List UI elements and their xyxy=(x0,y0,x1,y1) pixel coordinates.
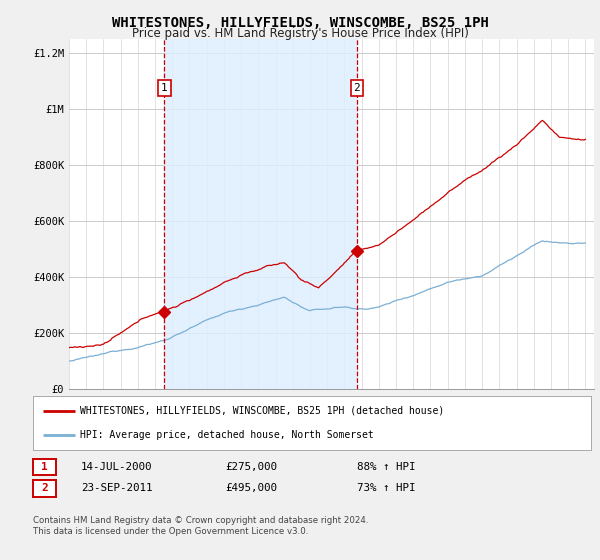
Text: 14-JUL-2000: 14-JUL-2000 xyxy=(81,462,152,472)
Text: HPI: Average price, detached house, North Somerset: HPI: Average price, detached house, Nort… xyxy=(80,430,374,440)
Text: Price paid vs. HM Land Registry's House Price Index (HPI): Price paid vs. HM Land Registry's House … xyxy=(131,27,469,40)
Text: Contains HM Land Registry data © Crown copyright and database right 2024.
This d: Contains HM Land Registry data © Crown c… xyxy=(33,516,368,536)
Text: WHITESTONES, HILLYFIELDS, WINSCOMBE, BS25 1PH (detached house): WHITESTONES, HILLYFIELDS, WINSCOMBE, BS2… xyxy=(80,406,445,416)
Text: 73% ↑ HPI: 73% ↑ HPI xyxy=(357,483,415,493)
Text: 1: 1 xyxy=(161,83,168,93)
Text: 1: 1 xyxy=(41,462,48,472)
Text: £495,000: £495,000 xyxy=(225,483,277,493)
Text: £275,000: £275,000 xyxy=(225,462,277,472)
Text: 23-SEP-2011: 23-SEP-2011 xyxy=(81,483,152,493)
Text: 88% ↑ HPI: 88% ↑ HPI xyxy=(357,462,415,472)
Text: 2: 2 xyxy=(41,483,48,493)
Bar xyxy=(164,39,357,389)
Text: 2: 2 xyxy=(353,83,360,93)
Text: WHITESTONES, HILLYFIELDS, WINSCOMBE, BS25 1PH: WHITESTONES, HILLYFIELDS, WINSCOMBE, BS2… xyxy=(112,16,488,30)
